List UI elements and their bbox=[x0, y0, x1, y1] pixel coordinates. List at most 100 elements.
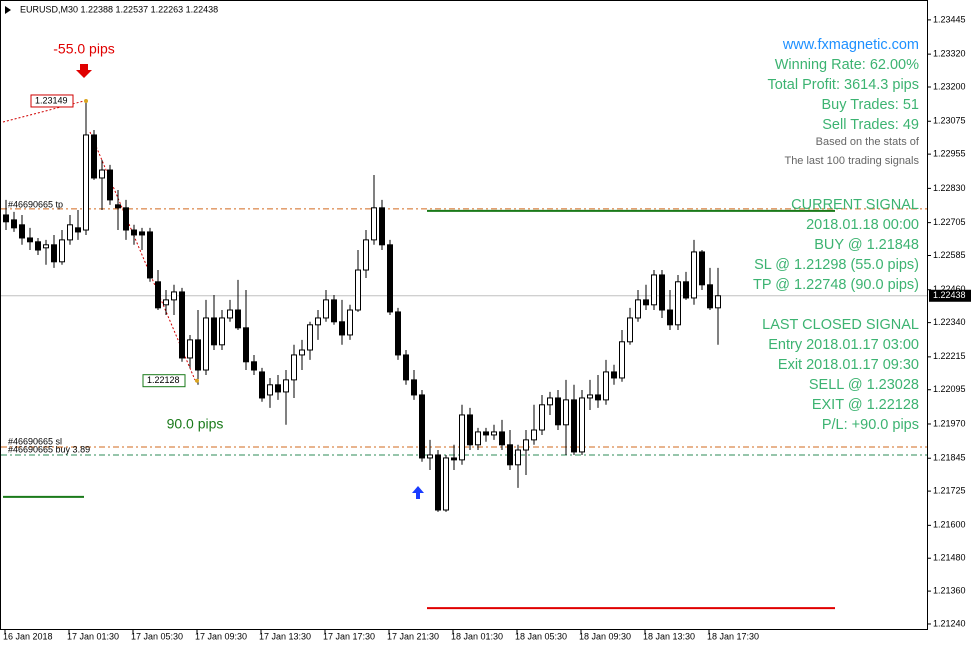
y-tick-label: 1.22955 bbox=[933, 149, 966, 159]
plot-frame bbox=[0, 0, 928, 630]
candle-body bbox=[619, 341, 625, 379]
trade-open-label: 1.23149 bbox=[35, 95, 68, 105]
y-tick-label: 1.22340 bbox=[933, 317, 966, 327]
y-tick-label: 1.23075 bbox=[933, 116, 966, 126]
candle-body bbox=[67, 224, 73, 241]
candle-body bbox=[715, 295, 721, 309]
candle-body bbox=[11, 219, 17, 229]
candle-body bbox=[707, 284, 713, 309]
candle-body bbox=[467, 414, 473, 446]
candle-body bbox=[235, 309, 241, 329]
candle-body bbox=[579, 397, 585, 453]
candle-body bbox=[195, 339, 201, 371]
candle-body bbox=[403, 354, 409, 381]
candle-body bbox=[203, 317, 209, 371]
order-label: #46690665 tp bbox=[8, 199, 63, 209]
candle-body bbox=[603, 371, 609, 401]
closed-signal-line: SELL @ 1.23028 bbox=[809, 377, 919, 393]
candle-body bbox=[667, 309, 673, 326]
x-tick-label: 18 Jan 09:30 bbox=[579, 631, 631, 641]
note-line: The last 100 trading signals bbox=[784, 155, 919, 167]
x-tick-label: 17 Jan 17:30 bbox=[323, 631, 375, 641]
x-tick-label: 17 Jan 13:30 bbox=[259, 631, 311, 641]
trade-close-label-box bbox=[142, 374, 186, 388]
y-tick-label: 1.23200 bbox=[933, 81, 966, 91]
candle-body bbox=[371, 207, 377, 241]
candle-body bbox=[699, 251, 705, 286]
candle-body bbox=[51, 244, 57, 263]
candle-body bbox=[219, 317, 225, 346]
candle-body bbox=[91, 134, 97, 179]
candle-body bbox=[187, 339, 193, 359]
gain-annotation: 90.0 pips bbox=[167, 416, 224, 432]
candle-body bbox=[587, 394, 593, 399]
trade-marker bbox=[84, 98, 88, 103]
candle-body bbox=[675, 281, 681, 326]
y-tick-label: 1.21240 bbox=[933, 618, 966, 628]
candle-body bbox=[379, 207, 385, 246]
candle-body bbox=[267, 384, 273, 396]
candle-body bbox=[595, 394, 601, 401]
candle-body bbox=[243, 327, 249, 363]
candle-body bbox=[75, 227, 81, 233]
candle-body bbox=[35, 241, 41, 251]
current-price-label: 1.22438 bbox=[933, 290, 966, 300]
candle-body bbox=[251, 361, 257, 371]
site-url: www.fxmagnetic.com bbox=[782, 37, 919, 53]
candle-body bbox=[107, 169, 113, 201]
candle-body bbox=[547, 397, 553, 406]
candle-body bbox=[499, 431, 505, 446]
candle-body bbox=[539, 404, 545, 431]
candle-body bbox=[131, 229, 137, 236]
y-tick-label: 1.22705 bbox=[933, 217, 966, 227]
x-tick-label: 18 Jan 13:30 bbox=[643, 631, 695, 641]
candle-body bbox=[395, 311, 401, 356]
y-tick-label: 1.21725 bbox=[933, 485, 966, 495]
candle-body bbox=[491, 431, 497, 436]
current-signal-line: BUY @ 1.21848 bbox=[814, 237, 919, 253]
candle-body bbox=[363, 239, 369, 271]
candle-body bbox=[419, 394, 425, 459]
candle-body bbox=[331, 299, 337, 323]
buy-arrow bbox=[412, 486, 424, 499]
candle-body bbox=[27, 237, 33, 243]
candle-body bbox=[3, 214, 9, 223]
candle-body bbox=[227, 309, 233, 319]
y-tick-label: 1.21970 bbox=[933, 418, 966, 428]
candle-body bbox=[347, 309, 353, 336]
order-label: #46690665 sl bbox=[8, 436, 62, 446]
loss-annotation: -55.0 pips bbox=[53, 41, 114, 57]
candle-body bbox=[411, 379, 417, 396]
candle-body bbox=[323, 299, 329, 319]
candle-body bbox=[315, 317, 321, 326]
candle-body bbox=[355, 269, 361, 311]
closed-signal-line: Entry 2018.01.17 03:00 bbox=[768, 337, 919, 353]
candle-body bbox=[339, 321, 345, 336]
y-tick-label: 1.22460 bbox=[933, 284, 966, 294]
candle-body bbox=[99, 169, 105, 179]
candle-body bbox=[291, 354, 297, 381]
x-tick-label: 17 Jan 21:30 bbox=[387, 631, 439, 641]
candle-body bbox=[139, 231, 145, 236]
y-tick-label: 1.23320 bbox=[933, 49, 966, 59]
closed-signal-line: EXIT @ 1.22128 bbox=[812, 397, 919, 413]
candle-body bbox=[307, 324, 313, 351]
y-tick-label: 1.21845 bbox=[933, 453, 966, 463]
current-price-box bbox=[929, 289, 971, 302]
x-tick-label: 18 Jan 05:30 bbox=[515, 631, 567, 641]
x-tick-label: 18 Jan 01:30 bbox=[451, 631, 503, 641]
candle-body bbox=[283, 379, 289, 393]
candle-body bbox=[123, 207, 129, 231]
candle-body bbox=[83, 134, 89, 231]
stat-line: Winning Rate: 62.00% bbox=[775, 57, 919, 73]
x-tick-label: 17 Jan 05:30 bbox=[131, 631, 183, 641]
candle-body bbox=[211, 317, 217, 346]
candle-body bbox=[531, 429, 537, 441]
stat-line: Total Profit: 3614.3 pips bbox=[767, 77, 919, 93]
candle-body bbox=[515, 449, 521, 466]
current-signal-line: CURRENT SIGNAL bbox=[791, 197, 919, 213]
y-tick-label: 1.23445 bbox=[933, 14, 966, 24]
candle-body bbox=[179, 291, 185, 359]
candle-body bbox=[611, 371, 617, 379]
